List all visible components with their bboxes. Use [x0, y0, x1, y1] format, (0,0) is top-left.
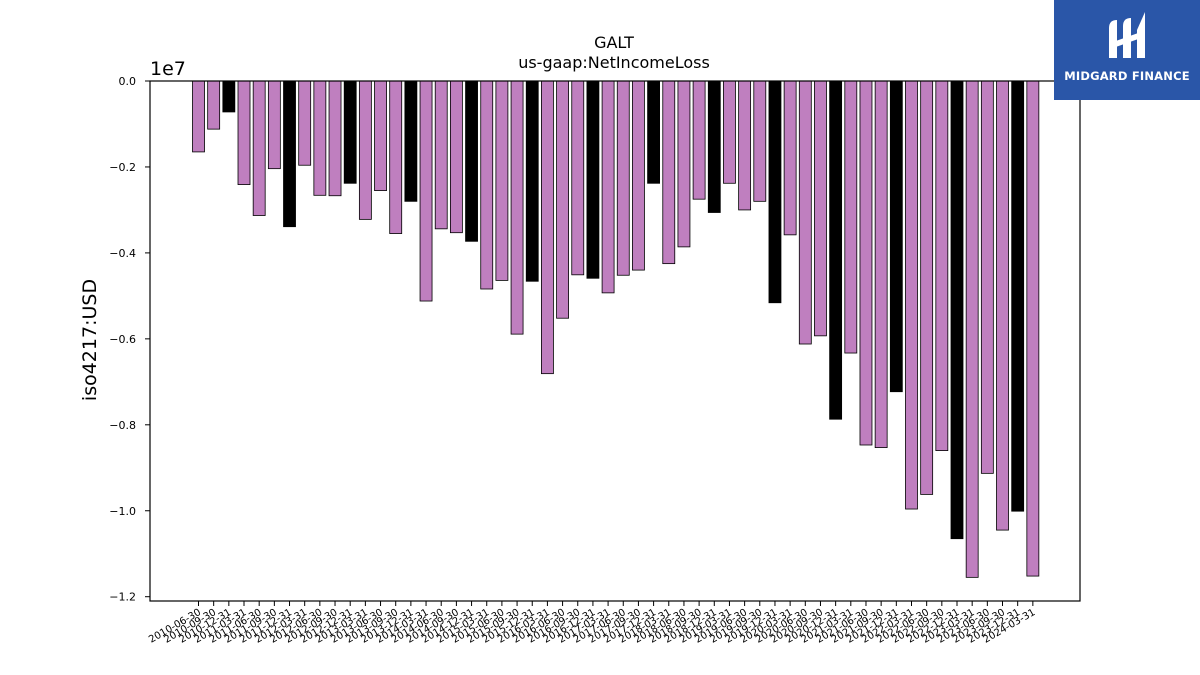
bar-2020-12-31	[829, 80, 843, 420]
bar-2011-06-30	[252, 80, 266, 216]
bar-2012-12-31	[343, 80, 357, 184]
bar-2023-03-31	[965, 80, 979, 578]
bar-2017-03-31	[601, 80, 615, 294]
bar-2023-12-31	[1011, 80, 1025, 512]
bar-2013-12-31	[404, 80, 418, 202]
y-tick-label: −0.2	[109, 161, 136, 174]
bar-2016-09-30	[571, 80, 585, 276]
y-axis-label: iso4217:USD	[79, 279, 101, 401]
bar-2013-09-30	[389, 80, 403, 234]
bar-2022-09-30	[935, 80, 949, 451]
y-tick-label: −0.8	[109, 419, 136, 432]
bar-2019-12-31	[768, 80, 782, 304]
bar-2018-06-30	[677, 80, 691, 248]
x-ticks-group: 2010-06-302010-09-302010-12-312011-03-31…	[147, 601, 1037, 646]
bar-2018-09-30	[692, 80, 706, 200]
bar-2014-12-31	[465, 80, 478, 242]
bar-2016-03-31	[541, 80, 554, 375]
bar-2021-12-31	[889, 80, 903, 393]
y-tick-label: −1.2	[109, 591, 136, 604]
y-ticks-group: 0.0 −0.2 −0.4 −0.6 −0.8 −1.0 −1.2	[109, 75, 150, 604]
bar-2016-06-30	[556, 80, 569, 319]
bar-2015-09-30	[510, 80, 524, 335]
bar-2021-03-31	[844, 80, 858, 354]
bar-2020-09-30	[814, 80, 827, 337]
y-tick-label: −0.4	[109, 247, 136, 260]
brand-name: MIDGARD FINANCE	[1064, 69, 1190, 83]
bar-2019-09-30	[753, 80, 767, 202]
bar-2019-03-31	[723, 80, 736, 184]
bar-2016-12-31	[586, 80, 600, 279]
bar-2014-03-31	[419, 80, 433, 302]
bar-2020-06-30	[798, 80, 812, 345]
bar-2020-03-31	[783, 80, 797, 236]
bar-2012-06-30	[313, 80, 327, 196]
bar-2022-06-30	[920, 80, 934, 495]
bar-2021-09-30	[874, 80, 888, 448]
bar-2011-03-31	[237, 80, 251, 185]
bar-2011-12-31	[283, 80, 296, 228]
plot-frame	[149, 80, 1081, 602]
bar-2014-06-30	[434, 80, 448, 230]
bar-2012-09-30	[328, 80, 342, 197]
bar-2023-09-30	[996, 80, 1009, 531]
bar-2022-12-31	[950, 80, 964, 540]
bar-2018-12-31	[707, 80, 721, 213]
bar-2022-03-31	[905, 80, 918, 510]
bar-2021-06-30	[859, 80, 873, 446]
bar-2011-09-30	[267, 80, 281, 170]
bar-2012-03-31	[298, 80, 312, 166]
bar-2015-03-31	[480, 80, 494, 290]
y-tick-label: 0.0	[119, 75, 137, 88]
bar-2018-03-31	[662, 80, 676, 265]
bar-2013-06-30	[374, 80, 387, 191]
bar-2010-06-30	[192, 80, 205, 153]
y-tick-label: −1.0	[109, 505, 136, 518]
bar-2010-12-31	[222, 80, 236, 113]
bar-2014-09-30	[449, 80, 463, 234]
chart-title: GALT	[594, 33, 634, 52]
midgard-logo-icon	[1109, 12, 1145, 58]
y-tick-label: −0.6	[109, 333, 136, 346]
bar-2013-03-31	[358, 80, 372, 220]
bar-2017-12-31	[647, 80, 660, 184]
bar-2024-03-31	[1026, 80, 1040, 577]
bar-2015-06-30	[495, 80, 509, 281]
brand-logo: MIDGARD FINANCE	[1054, 0, 1200, 100]
chart-subtitle: us-gaap:NetIncomeLoss	[518, 53, 710, 72]
bars-group	[192, 80, 1040, 578]
bar-2019-06-30	[738, 80, 752, 211]
bar-2017-06-30	[616, 80, 630, 276]
bar-2023-06-30	[980, 80, 994, 474]
bar-2015-12-31	[525, 80, 539, 282]
y-scale-label: 1e7	[150, 58, 186, 80]
bar-2017-09-30	[632, 80, 645, 271]
bar-2010-09-30	[207, 80, 221, 130]
